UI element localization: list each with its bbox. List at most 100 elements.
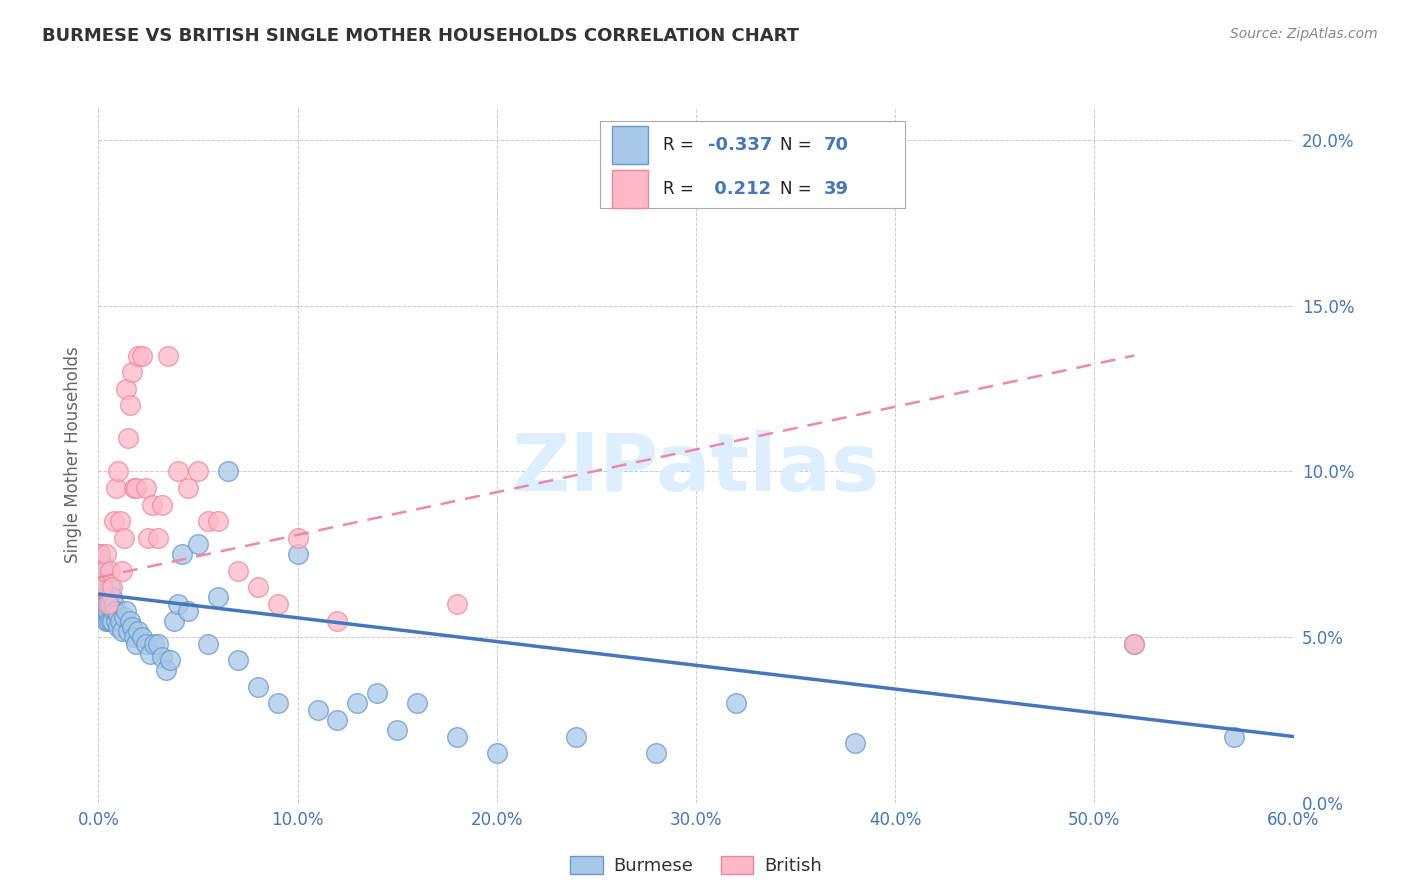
Point: [89, 547, 111, 561]
Point: [101, 591, 124, 605]
Point: [446, 730, 468, 744]
Text: ZIPatlas: ZIPatlas: [512, 430, 880, 508]
Point: [136, 531, 159, 545]
FancyBboxPatch shape: [600, 121, 905, 208]
Point: [110, 614, 132, 628]
Point: [101, 581, 124, 595]
Point: [366, 686, 388, 700]
Point: [565, 730, 588, 744]
Point: [177, 481, 200, 495]
Point: [97, 604, 120, 618]
FancyBboxPatch shape: [613, 169, 648, 208]
Point: [226, 564, 249, 578]
Point: [346, 697, 368, 711]
Text: N =: N =: [779, 180, 817, 198]
Point: [385, 723, 409, 737]
Text: 39: 39: [824, 180, 849, 198]
Point: [124, 630, 146, 644]
Point: [105, 614, 128, 628]
Point: [100, 597, 122, 611]
Point: [124, 481, 146, 495]
Point: [121, 365, 143, 379]
Point: [326, 713, 349, 727]
Point: [207, 591, 229, 605]
Point: [101, 604, 124, 618]
Point: [844, 736, 866, 750]
Point: [125, 637, 148, 651]
Point: [645, 746, 668, 760]
Point: [287, 531, 309, 545]
Point: [177, 604, 200, 618]
Point: [159, 653, 181, 667]
Point: [107, 607, 129, 621]
Point: [103, 514, 125, 528]
Point: [287, 547, 309, 561]
Point: [96, 547, 118, 561]
Point: [150, 650, 173, 665]
Point: [105, 604, 128, 618]
Point: [127, 624, 149, 638]
Point: [148, 637, 170, 651]
Point: [91, 570, 114, 584]
Text: -0.337: -0.337: [709, 136, 772, 154]
Point: [93, 604, 115, 618]
Point: [267, 697, 290, 711]
Point: [93, 564, 115, 578]
Point: [96, 614, 118, 628]
Legend: Burmese, British: Burmese, British: [561, 847, 831, 884]
Point: [197, 637, 219, 651]
Point: [172, 547, 194, 561]
Point: [157, 349, 180, 363]
Point: [127, 349, 149, 363]
Point: [485, 746, 508, 760]
Point: [100, 614, 122, 628]
Point: [91, 558, 114, 572]
Point: [724, 697, 747, 711]
Point: [103, 597, 125, 611]
Point: [406, 697, 429, 711]
Point: [131, 630, 153, 644]
Text: BURMESE VS BRITISH SINGLE MOTHER HOUSEHOLDS CORRELATION CHART: BURMESE VS BRITISH SINGLE MOTHER HOUSEHO…: [42, 27, 799, 45]
Point: [100, 564, 122, 578]
Point: [110, 514, 132, 528]
Point: [1222, 730, 1246, 744]
Point: [226, 653, 249, 667]
Point: [103, 604, 125, 618]
Text: 70: 70: [824, 136, 849, 154]
Point: [217, 465, 239, 479]
Point: [115, 382, 138, 396]
Point: [246, 581, 269, 595]
Point: [267, 597, 290, 611]
Point: [207, 514, 229, 528]
Point: [89, 547, 111, 561]
FancyBboxPatch shape: [613, 126, 648, 164]
Point: [100, 581, 122, 595]
Point: [96, 604, 118, 618]
Point: [326, 614, 349, 628]
Y-axis label: Single Mother Households: Single Mother Households: [65, 347, 83, 563]
Point: [139, 647, 162, 661]
Text: 0.212: 0.212: [709, 180, 770, 198]
Point: [150, 498, 173, 512]
Point: [107, 620, 129, 634]
Point: [187, 537, 209, 551]
Point: [91, 581, 114, 595]
Point: [93, 591, 115, 605]
Point: [141, 498, 163, 512]
Point: [105, 481, 128, 495]
Text: N =: N =: [779, 136, 817, 154]
Point: [117, 624, 139, 638]
Point: [1123, 637, 1146, 651]
Point: [197, 514, 219, 528]
Point: [97, 614, 120, 628]
Point: [112, 531, 135, 545]
Point: [117, 431, 139, 445]
Point: [112, 610, 135, 624]
Point: [89, 564, 111, 578]
Point: [155, 663, 177, 677]
Point: [111, 564, 134, 578]
Point: [1123, 637, 1146, 651]
Point: [135, 637, 157, 651]
Point: [91, 581, 114, 595]
Point: [107, 465, 129, 479]
